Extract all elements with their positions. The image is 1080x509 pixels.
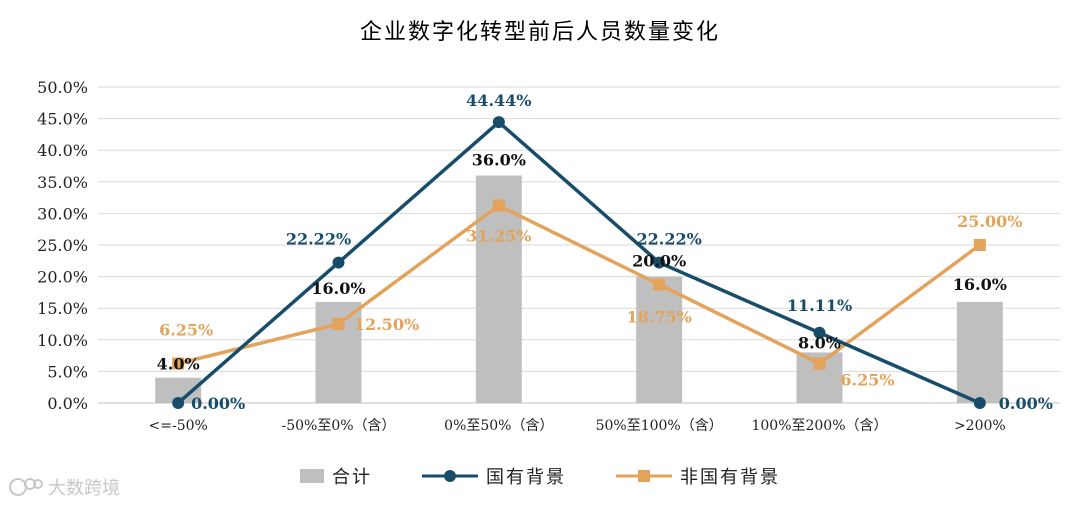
line-point <box>332 318 345 330</box>
legend-item-total: 合计 <box>300 463 372 489</box>
line-point <box>973 397 986 409</box>
guoyou-data-label: 0.00% <box>191 394 245 413</box>
legend-label-feiguoyou: 非国有背景 <box>680 467 780 488</box>
bar-data-label: 8.0% <box>798 333 841 352</box>
watermark: 大数跨境 <box>8 474 120 500</box>
line-point <box>813 326 826 339</box>
y-tick-label: 50.0% <box>37 78 88 97</box>
feiguoyou-data-label: 25.00% <box>957 212 1022 231</box>
line-point <box>813 357 826 370</box>
bar-data-label: 36.0% <box>472 150 526 169</box>
line-point <box>492 199 505 212</box>
y-tick-label: 45.0% <box>37 110 88 129</box>
guoyou-data-label: 22.22% <box>637 230 702 249</box>
line-point <box>653 278 666 291</box>
bar <box>956 301 1003 403</box>
y-tick-label: 5.0% <box>47 362 88 381</box>
line-point <box>332 256 345 269</box>
watermark-logo-icon <box>9 478 43 496</box>
bar-data-label: 16.0% <box>311 279 365 298</box>
bar-data-label: 20.0% <box>632 252 686 271</box>
feiguoyou-data-label: 18.75% <box>627 308 692 327</box>
y-tick-label: 10.0% <box>37 331 88 350</box>
guoyou-data-label: 0.00% <box>999 394 1053 413</box>
legend-square-line-icon <box>616 470 672 482</box>
y-tick-label: 25.0% <box>37 236 88 255</box>
x-tick-label: -50%至0%（含） <box>281 418 395 434</box>
y-tick-label: 35.0% <box>37 173 88 192</box>
feiguoyou-data-label: 31.25% <box>466 227 531 246</box>
legend-label-guoyou: 国有背景 <box>486 467 566 488</box>
y-tick-label: 40.0% <box>37 141 88 160</box>
legend-circle-line-icon <box>422 470 478 482</box>
feiguoyou-data-label: 6.25% <box>159 321 213 340</box>
y-tick-label: 30.0% <box>37 204 88 223</box>
y-tick-label: 0.0% <box>47 394 88 413</box>
feiguoyou-data-label: 12.50% <box>354 315 419 334</box>
x-tick-label: <=-50% <box>149 418 208 434</box>
guoyou-data-label: 22.22% <box>286 230 351 249</box>
legend-item-guoyou: 国有背景 <box>422 463 566 489</box>
series-line <box>177 120 981 405</box>
line-point <box>492 116 505 129</box>
feiguoyou-data-label: 6.25% <box>840 371 894 390</box>
watermark-text: 大数跨境 <box>48 478 120 499</box>
x-tick-label: 50%至100%（含） <box>596 418 723 434</box>
legend-bar-swatch <box>300 469 324 483</box>
x-tick-label: 100%至200%（含） <box>751 418 887 434</box>
line-point <box>653 256 666 269</box>
guoyou-data-label: 44.44% <box>466 91 531 110</box>
y-tick-label: 20.0% <box>37 268 88 287</box>
y-tick-label: 15.0% <box>37 299 88 318</box>
chart-title: 企业数字化转型前后人员数量变化 <box>359 20 720 45</box>
legend: 合计 国有背景 非国有背景 <box>0 463 1080 489</box>
line-point <box>973 239 986 251</box>
line-point <box>172 357 185 370</box>
bar-data-label: 16.0% <box>953 275 1007 294</box>
x-tick-label: 0%至50%（含） <box>444 418 553 434</box>
x-tick-label: >200% <box>954 418 1006 434</box>
bar <box>636 276 683 403</box>
line-point <box>172 397 185 409</box>
legend-label-total: 合计 <box>332 467 372 488</box>
guoyou-data-label: 11.11% <box>787 296 852 315</box>
legend-item-feiguoyou: 非国有背景 <box>616 463 780 489</box>
bar-data-label: 4.0% <box>157 355 200 374</box>
